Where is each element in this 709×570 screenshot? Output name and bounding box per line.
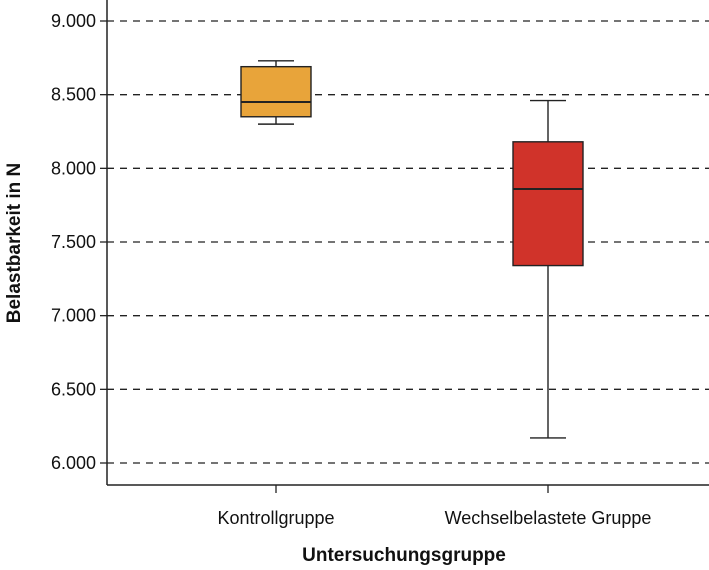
grid-lines [107,20,709,464]
y-tick-label: 8.000 [51,158,96,178]
iqr-box [240,65,312,118]
iqr-box [512,141,584,267]
boxes [240,60,584,439]
y-axis-title: Belastbarkeit in N [4,163,25,324]
box-2 [512,99,584,439]
y-tick-label: 6.000 [51,453,96,473]
x-axis-ticks: Kontrollgruppe Wechselbelastete Gruppe [217,485,651,528]
box-1 [240,60,312,125]
y-tick-label: 6.500 [51,379,96,399]
x-axis-title: Untersuchungsgruppe [302,545,506,566]
y-tick-label: 7.500 [51,232,96,252]
y-axis-ticks: 6.000 6.500 7.000 7.500 8.000 8.500 9.000 [51,11,107,473]
x-tick-label: Kontrollgruppe [217,508,334,528]
y-tick-label: 8.500 [51,85,96,105]
y-tick-label: 7.000 [51,306,96,326]
x-tick-label: Wechselbelastete Gruppe [445,508,652,528]
y-tick-label: 9.000 [51,11,96,31]
